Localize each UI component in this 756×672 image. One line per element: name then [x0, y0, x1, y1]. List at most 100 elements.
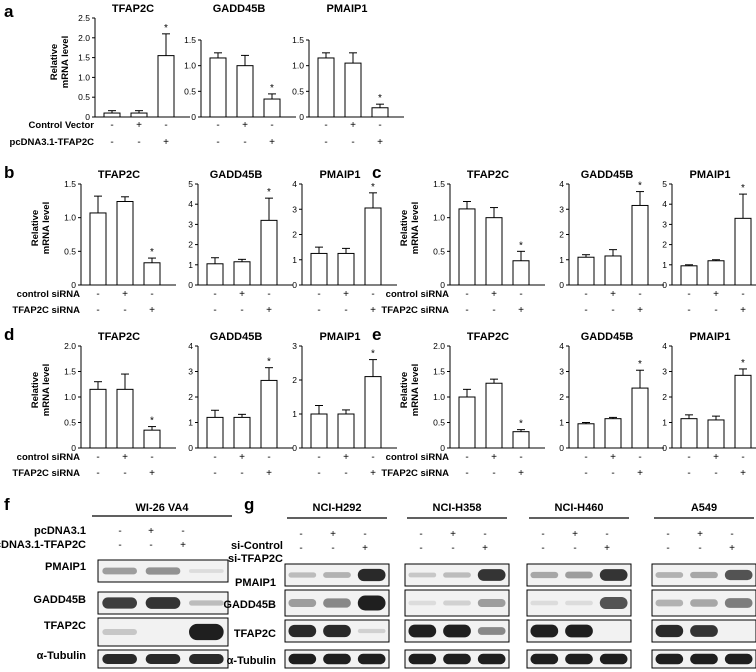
chart-title: GADD45B: [581, 169, 634, 181]
significance-star: *: [519, 240, 523, 251]
y-tick-label: 1.0: [64, 392, 76, 402]
wb-g-blot-label-3: TFAP2C: [234, 628, 276, 640]
significance-star: *: [270, 83, 274, 94]
condition-sign: -: [317, 452, 320, 463]
bar: [310, 252, 328, 286]
chart-title: GADD45B: [581, 331, 634, 343]
blot-band: [565, 600, 593, 606]
y-tick-label: 0: [292, 443, 297, 453]
significance-star: *: [519, 419, 523, 430]
y-tick-label: 0: [188, 443, 193, 453]
panel-label-f: f: [4, 495, 10, 514]
bar: [512, 431, 530, 449]
condition-sign: -: [465, 289, 468, 300]
wb-g-sign: -: [666, 543, 669, 554]
bar-chart-b-pmaip1: 0 1 2 3 4 PMAIP1 *: [292, 169, 397, 290]
bar: [206, 263, 224, 286]
blot-band: [443, 653, 471, 665]
wb-f-sign: -: [149, 540, 152, 551]
ylabel-c: Relative mRNA level: [399, 202, 421, 254]
condition-label: TFAP2C siRNA: [12, 468, 80, 479]
ylabel-line2: mRNA level: [41, 202, 52, 254]
significance-star: *: [371, 349, 375, 360]
blot-band: [477, 599, 506, 607]
bar: [263, 98, 281, 118]
y-tick-label: 4: [662, 341, 667, 351]
chart-title: TFAP2C: [98, 331, 140, 343]
blot-band: [357, 653, 386, 665]
condition-sign: -: [465, 468, 468, 479]
wb-g-blot-label-4: α-Tubulin: [227, 655, 277, 667]
bar: [604, 418, 622, 449]
bar-chart-d-gadd45b: 0 1 2 3 4 GADD45B *: [188, 331, 293, 453]
panel-label-b: b: [4, 163, 14, 182]
bar: [458, 208, 476, 286]
condition-sign: +: [518, 468, 524, 479]
wb-f-tfap2c: [97, 617, 229, 647]
condition-sign: -: [317, 305, 320, 316]
condition-sign: -: [164, 120, 167, 131]
blot-band: [408, 624, 437, 638]
bar: [344, 62, 362, 118]
wb-g-cell-line: NCI-H460: [555, 502, 604, 514]
wb-g-sign: +: [604, 543, 610, 554]
y-tick-label: 1: [292, 255, 297, 265]
y-tick-label: 1.5: [64, 367, 76, 377]
y-tick-label: 0.5: [433, 418, 445, 428]
bar: [734, 217, 752, 286]
y-tick-label: 3: [559, 367, 564, 377]
wb-g-sign: +: [572, 529, 578, 540]
condition-sign: +: [343, 289, 349, 300]
condition-sign: -: [465, 452, 468, 463]
condition-sign: -: [584, 289, 587, 300]
y-tick-label: 2.0: [64, 341, 76, 351]
blot-band: [690, 653, 718, 665]
bar: [707, 419, 725, 449]
wb-g-sign: +: [450, 529, 456, 540]
significance-star: *: [267, 357, 271, 368]
condition-sign: +: [370, 305, 376, 316]
wb-f-title: WI-26 VA4: [136, 502, 190, 514]
condition-label: control siRNA: [17, 289, 80, 300]
y-tick-label: 2: [292, 375, 297, 385]
y-tick-label: 0: [299, 112, 304, 122]
significance-star: *: [638, 359, 642, 370]
y-tick-label: 4: [292, 179, 297, 189]
condition-sign: -: [611, 305, 614, 316]
chart-title: TFAP2C: [112, 3, 154, 15]
wb-f-sign: -: [118, 540, 121, 551]
condition-sign: -: [741, 452, 744, 463]
wb-g-tubulin: [284, 649, 390, 669]
blot-band: [145, 597, 181, 609]
y-tick-label: 4: [188, 341, 193, 351]
condition-sign: +: [266, 305, 272, 316]
wb-g-sign: -: [299, 529, 302, 540]
wb-g-pmaip1: [404, 563, 510, 587]
blot-band: [655, 599, 684, 607]
condition-sign: -: [687, 305, 690, 316]
blot-band: [655, 624, 684, 638]
condition-sign: -: [213, 289, 216, 300]
wb-g-sign: -: [419, 543, 422, 554]
wb-g-pmaip1: [651, 563, 756, 587]
bar-chart-e-gadd45b: 0 1 2 3 4 GADD45B *: [559, 331, 664, 453]
significance-star: *: [741, 183, 745, 194]
wb-g-cond-2: si-TFAP2C: [228, 553, 283, 565]
blot-band: [189, 569, 224, 573]
bar: [310, 413, 328, 449]
blot-band: [724, 598, 753, 608]
condition-sign: +: [149, 305, 155, 316]
bar-chart-c-tfap2c: 0 0.5 1.0 1.5 TFAP2C *: [433, 169, 545, 290]
wb-f-sign: +: [180, 540, 186, 551]
y-tick-label: 4: [559, 179, 564, 189]
blot-band: [102, 597, 137, 609]
blot-band: [102, 567, 137, 575]
panel-label-d: d: [4, 325, 14, 344]
bar: [317, 57, 335, 118]
blot-band: [323, 624, 351, 638]
y-tick-label: 3: [292, 204, 297, 214]
condition-sign: -: [519, 289, 522, 300]
y-tick-label: 0: [662, 443, 667, 453]
ylabel-line1: Relative: [399, 210, 410, 246]
bar-chart-b-gadd45b: 0 1 2 3 4 5 GADD45B *: [188, 169, 293, 290]
